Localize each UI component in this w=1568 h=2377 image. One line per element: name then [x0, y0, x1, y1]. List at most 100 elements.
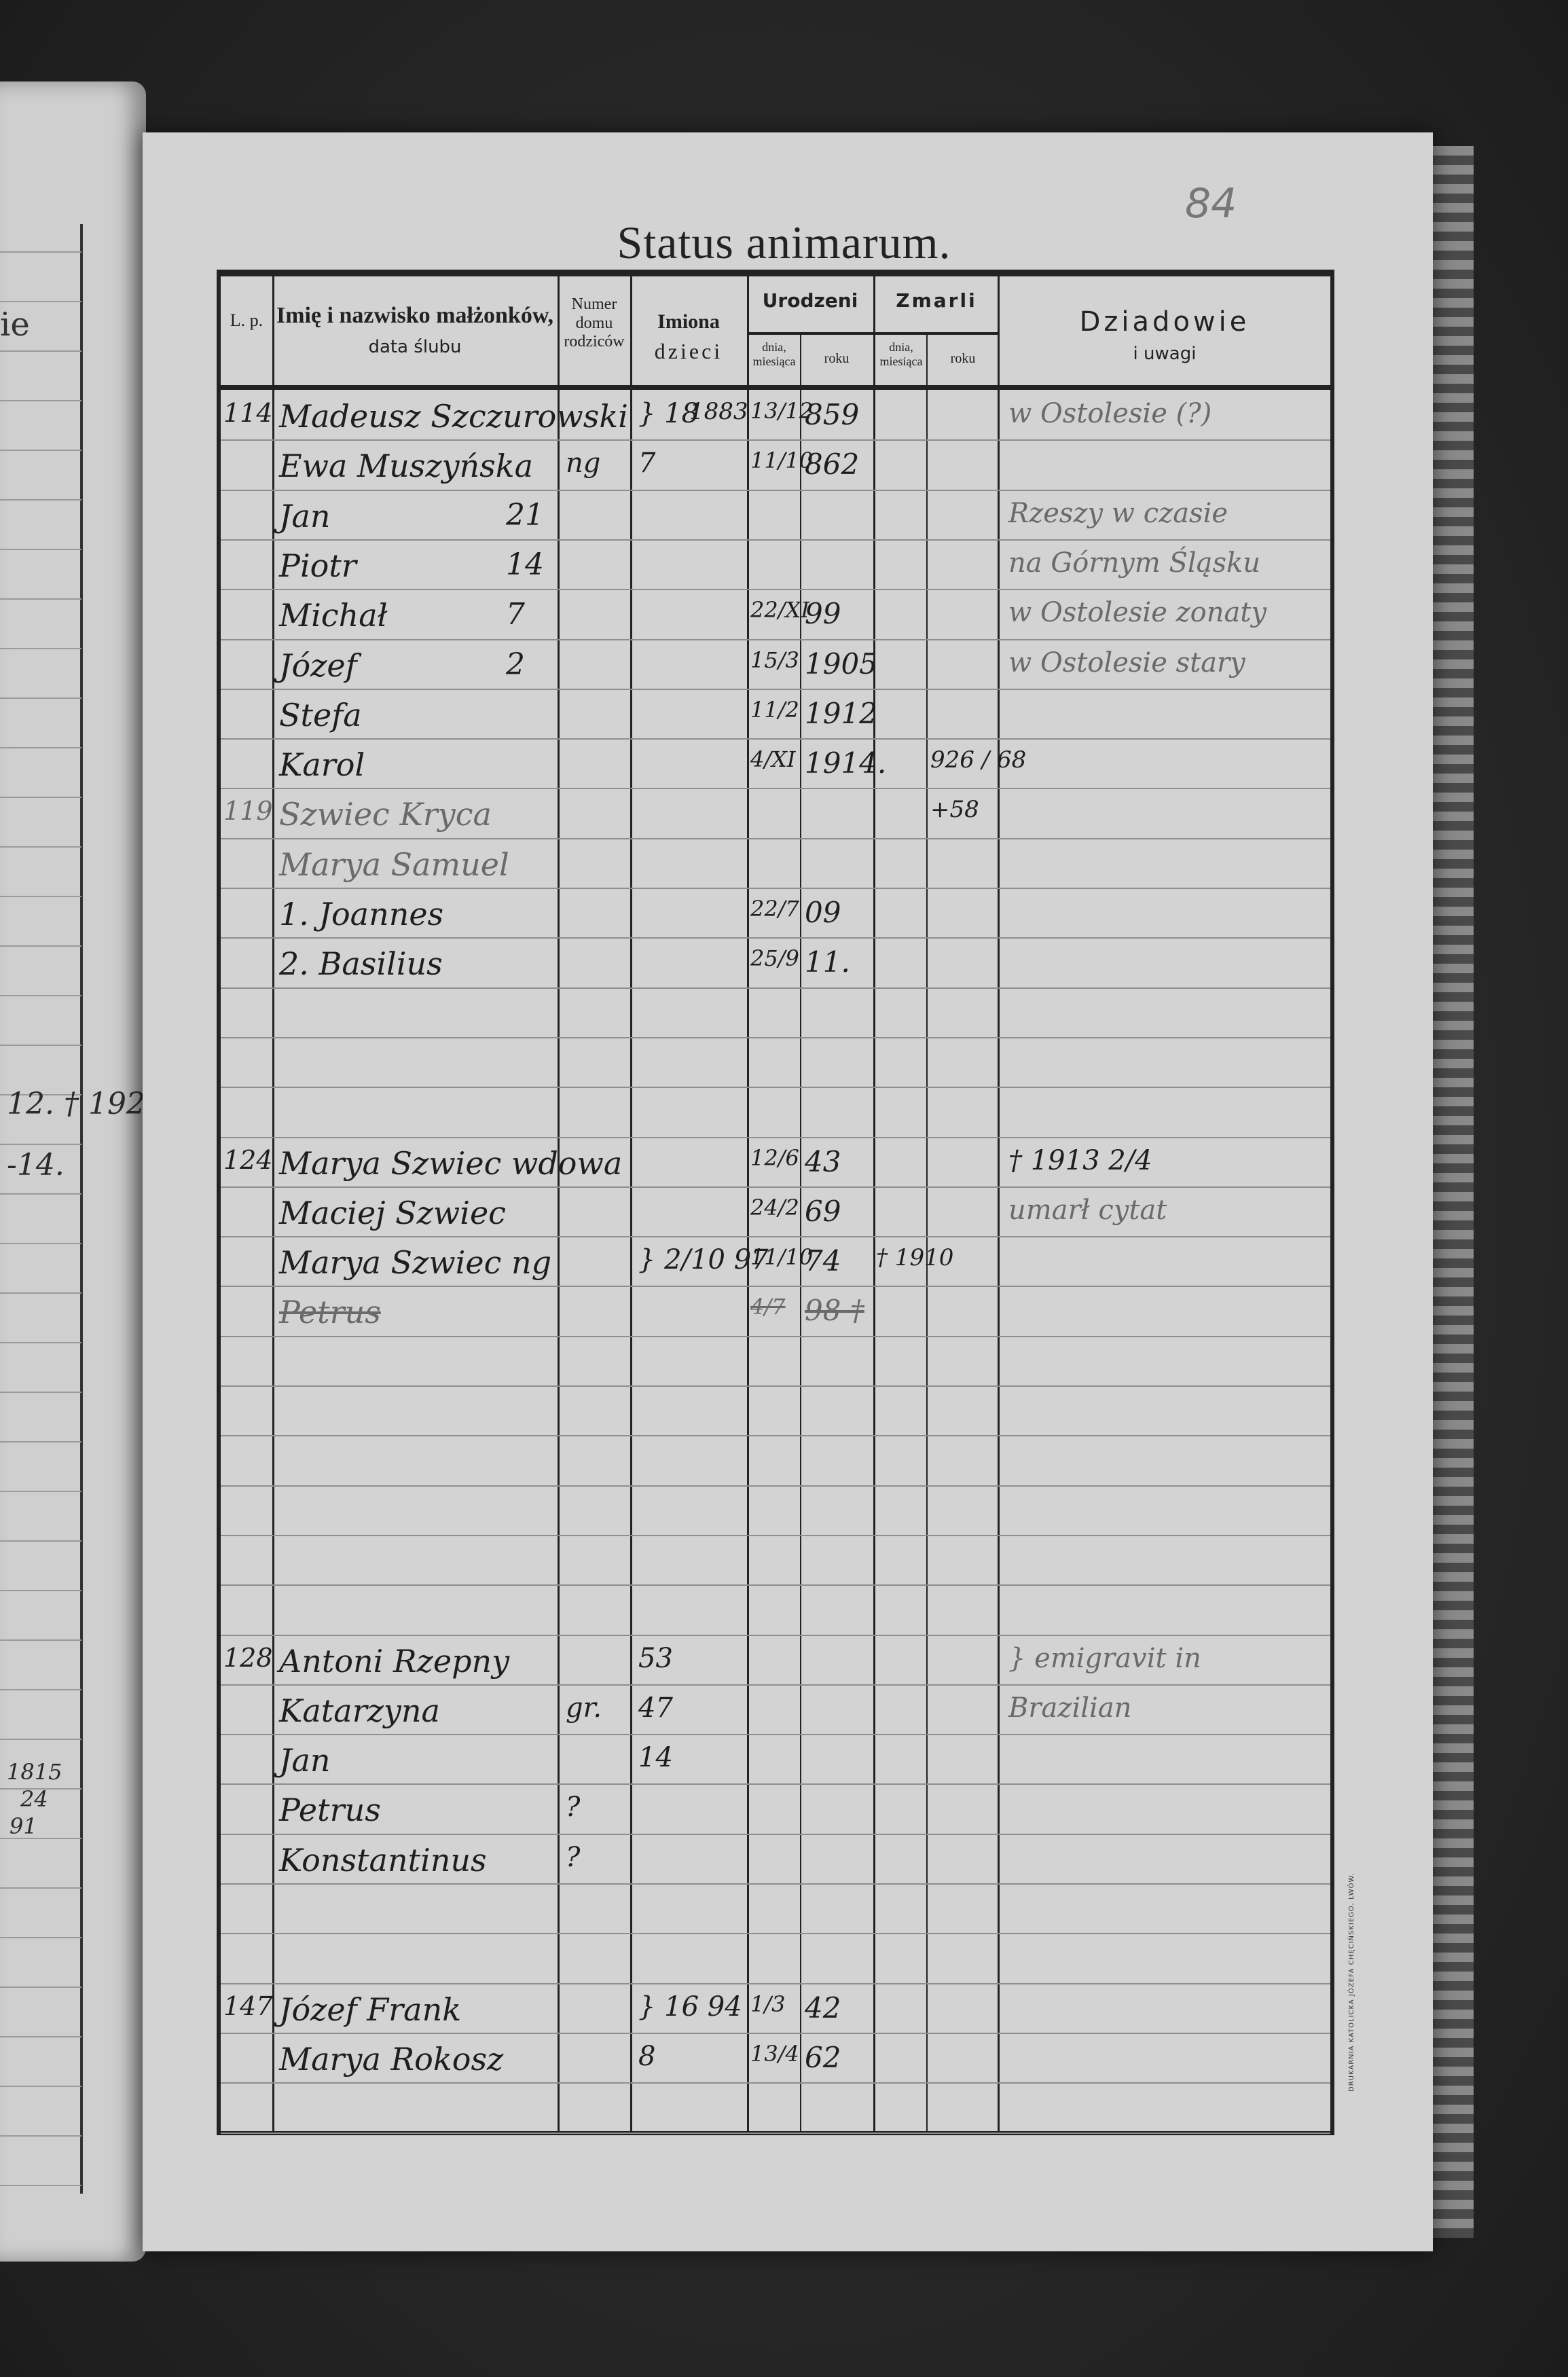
page-number: 84: [1185, 180, 1237, 228]
entry-children: 14: [638, 1742, 673, 1774]
entry-remarks: Rzeszy w czasie: [1008, 497, 1228, 529]
entry-name: Jan: [279, 1742, 331, 1779]
entry-children: 8: [638, 2040, 656, 2072]
left-note: -14.: [7, 1148, 65, 1182]
row-rule: [221, 1335, 1330, 1337]
left-note: 91: [10, 1813, 37, 1839]
entry-age: 2: [506, 647, 525, 682]
header-born: Urodzeni: [762, 289, 858, 312]
row-rule: [221, 1584, 1330, 1586]
row-rule: [221, 987, 1330, 989]
header-children-1: Imiona: [657, 310, 720, 333]
column-rule: [630, 276, 632, 2131]
entry-children: 53: [638, 1642, 673, 1674]
entry-name: Marya Samuel: [279, 846, 509, 883]
row-rule: [221, 1136, 1330, 1138]
register-page: [143, 132, 1433, 2251]
row-rule: [221, 439, 1330, 441]
left-page-header-fragment: ie: [0, 306, 30, 344]
left-page: ie: [0, 81, 146, 2262]
entry-name: Józef: [279, 647, 357, 684]
entry-birth-y: 11.: [805, 945, 850, 979]
row-rule: [221, 2032, 1330, 2034]
entry-house: ?: [566, 1792, 581, 1823]
printer-imprint: DRUKARNIA KATOLICKA JÓZEFA CHĘCIŃSKIEGO,…: [1348, 1872, 1355, 2092]
row-rule: [221, 489, 1330, 491]
entry-remarks: na Górnym Śląsku: [1008, 547, 1261, 579]
entry-remarks: umarł cytat: [1008, 1194, 1167, 1226]
row-rule: [221, 1186, 1330, 1188]
entry-birth-dm: 4/XI: [750, 746, 796, 773]
entry-remarks: Brazilian: [1008, 1692, 1132, 1724]
register-table: L. p. Imię i nazwisko małżonków, data śl…: [217, 270, 1334, 2135]
entry-birth-y: 42: [805, 1991, 841, 2025]
left-page-rule: [80, 224, 83, 2194]
subheader-rule: [748, 332, 998, 335]
entry-birth-y: 74: [805, 1244, 841, 1278]
header-lp: L. p.: [230, 310, 263, 330]
entry-birth-dm: 25/9: [750, 945, 799, 972]
entry-children: } 2/10 97: [638, 1244, 769, 1276]
left-note: 12. † 1928: [7, 1087, 164, 1121]
entry-birth-y: 859: [805, 398, 860, 431]
entry-death-y: 926 / 68: [930, 746, 1027, 774]
entry-name: Antoni Rzepny: [279, 1642, 510, 1680]
header-names-sub: data ślubu: [368, 337, 462, 357]
row-rule: [221, 1982, 1330, 1984]
entry-birth-dm: 15/3: [750, 647, 799, 673]
entry-birth-y: 62: [805, 2040, 841, 2074]
entry-birth-dm: 24/2: [750, 1194, 799, 1220]
row-rule: [221, 539, 1330, 541]
entry-lp: 124: [223, 1144, 273, 1175]
entry-name: Marya Szwiec ng: [279, 1244, 552, 1282]
row-rule: [221, 2082, 1330, 2084]
entry-name: Jan: [279, 497, 331, 534]
row-rule: [221, 638, 1330, 640]
entry-name: Marya Szwiec wdowa: [279, 1144, 623, 1182]
entry-birth-y: 09: [805, 896, 841, 929]
entry-birth-dm: 11/10: [750, 1244, 814, 1271]
column-rule: [926, 335, 928, 2131]
entry-name: 1. Joannes: [279, 896, 444, 932]
row-rule: [221, 738, 1330, 740]
row-rule: [221, 1485, 1330, 1487]
column-rule: [558, 276, 560, 2131]
page-edge: [1433, 146, 1474, 2238]
row-rule: [221, 1036, 1330, 1038]
column-rule: [272, 276, 274, 2131]
row-rule: [221, 1783, 1330, 1785]
entry-name: Katarzyna: [279, 1692, 440, 1729]
entry-death-y: +58: [930, 796, 979, 824]
row-rule: [221, 1833, 1330, 1835]
entry-death-dm: † 1910: [876, 1244, 954, 1272]
row-rule: [221, 788, 1330, 790]
entry-children: 47: [638, 1692, 673, 1724]
entry-lp: 128: [223, 1642, 273, 1673]
entry-birth-dm: 13/12: [750, 398, 814, 424]
row-rule: [221, 2132, 1330, 2134]
header-died: Zmarli: [896, 289, 977, 312]
entry-children2: 1883: [689, 398, 748, 425]
entry-name: Petrus: [279, 1294, 381, 1331]
entry-age: 21: [506, 497, 544, 532]
entry-birth-y: 43: [805, 1144, 841, 1178]
entry-name: Józef Frank: [279, 1991, 462, 2028]
entry-lp: 119: [223, 796, 273, 827]
row-rule: [221, 1883, 1330, 1885]
row-rule: [221, 1087, 1330, 1089]
entry-birth-y: 1914.: [805, 746, 887, 780]
entry-name: Maciej Szwiec: [279, 1194, 506, 1231]
entry-birth-dm: 11/2: [750, 696, 799, 723]
header-house: Numer domu rodziców: [564, 295, 625, 351]
entry-birth-dm: 1/3: [750, 1991, 786, 2017]
entry-children: } 16 94: [638, 1991, 742, 2022]
entry-name: Petrus: [279, 1792, 381, 1829]
row-rule: [221, 1286, 1330, 1288]
entry-birth-y: 1912: [805, 696, 877, 730]
entry-children: } 18: [638, 398, 699, 429]
header-remarks-sub: i uwagi: [1133, 344, 1197, 364]
entry-birth-dm: 11/10: [750, 448, 814, 474]
header-remarks: Dziadowie: [1079, 306, 1250, 338]
row-rule: [221, 589, 1330, 591]
entry-name: Karol: [279, 746, 365, 784]
